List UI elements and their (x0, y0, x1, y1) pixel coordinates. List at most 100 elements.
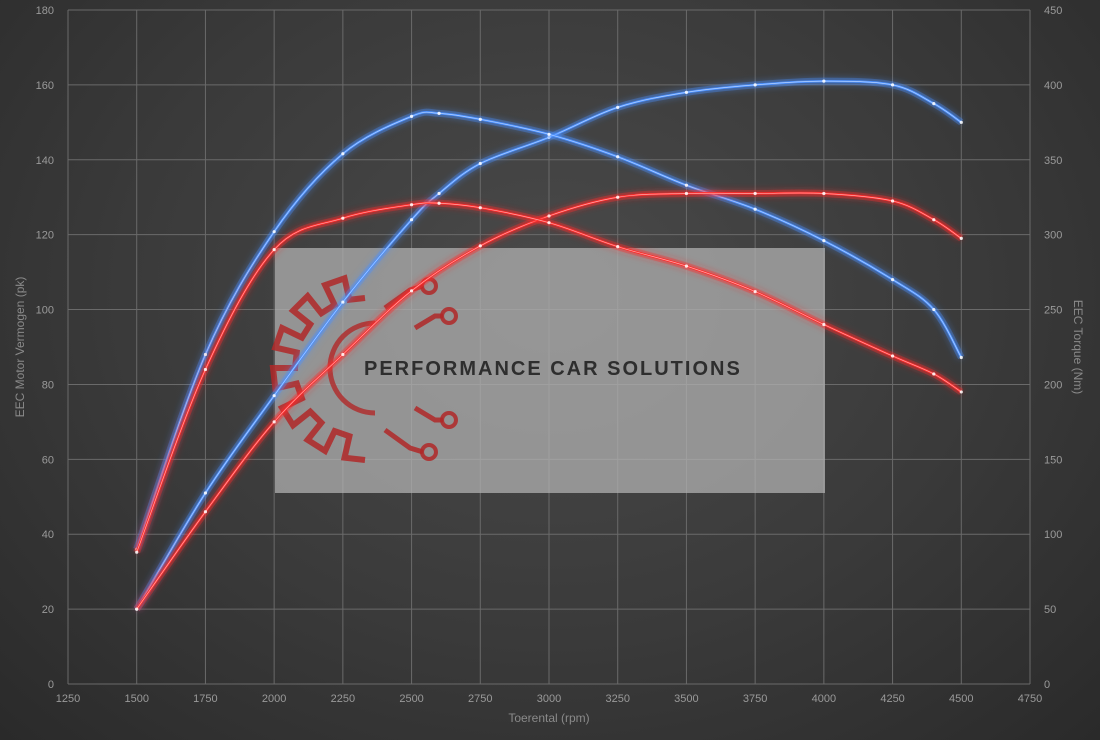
axis-ticks: 1250 1500 1750 2000 2250 2500 2750 3000 3250 3500… (36, 5, 1063, 705)
series-point (616, 105, 620, 109)
series-point (753, 83, 757, 87)
series-point (437, 201, 441, 205)
series-point (272, 230, 276, 234)
y-tick-label: 140 (36, 155, 54, 167)
series-point (341, 352, 345, 357)
y2-tick-label: 250 (1044, 305, 1062, 317)
y-tick-label: 100 (36, 305, 54, 317)
series-point (547, 221, 551, 225)
x-tick-label: 1500 (124, 693, 148, 705)
series-point (684, 191, 689, 196)
series-point (753, 191, 757, 196)
y-tick-label: 20 (42, 604, 54, 616)
y-tick-label: 0 (48, 679, 54, 691)
series-point (409, 114, 414, 118)
series-point (478, 117, 482, 121)
series-red-left (133, 189, 964, 612)
x-tick-label: 2000 (262, 693, 286, 705)
x-tick-label: 3000 (537, 693, 561, 705)
series-point (135, 550, 139, 554)
series-point (890, 278, 895, 282)
series-point (547, 132, 551, 136)
y-tick-label: 40 (42, 529, 54, 541)
series-point (341, 152, 345, 156)
series-blue-left (133, 77, 964, 611)
watermark-text: PERFORMANCE CAR SOLUTIONS (364, 358, 742, 380)
x-tick-label: 2750 (468, 693, 492, 705)
y2-tick-label: 100 (1044, 529, 1062, 541)
y-tick-label: 80 (42, 379, 54, 391)
series-point (959, 355, 963, 360)
x-tick-label: 2250 (331, 693, 355, 705)
series-point (959, 120, 963, 124)
y2-tick-label: 350 (1044, 155, 1062, 167)
series-point (341, 300, 345, 304)
watermark: PERFORMANCE CAR SOLUTIONS (269, 248, 825, 493)
series-point (203, 491, 208, 495)
series-point (547, 214, 551, 218)
y2-axis-title: EEC Torque (Nm) (1071, 300, 1085, 394)
x-tick-label: 2500 (399, 693, 423, 705)
series-point (890, 83, 895, 87)
x-tick-label: 3500 (674, 693, 698, 705)
series-point (959, 236, 963, 241)
y2-tick-label: 450 (1044, 5, 1062, 17)
series-red-right (133, 199, 964, 554)
x-tick-label: 4000 (812, 693, 836, 705)
x-axis-title: Toerental (rpm) (508, 711, 589, 725)
series-point (341, 216, 345, 220)
watermark-panel (275, 248, 825, 493)
series-point (822, 191, 826, 196)
x-tick-label: 3750 (743, 693, 767, 705)
series-point (135, 607, 139, 611)
y2-tick-label: 300 (1044, 230, 1062, 242)
series-lines (133, 77, 965, 612)
series-point (616, 195, 620, 199)
series-blue-right (133, 108, 965, 551)
series-highlight (136, 202, 962, 553)
series-point (409, 218, 414, 222)
series-point (409, 289, 414, 293)
series-point (932, 372, 936, 376)
series-point (478, 244, 482, 248)
series-point (437, 191, 441, 196)
y2-tick-label: 0 (1044, 679, 1050, 691)
series-point (822, 79, 826, 83)
y-tick-label: 180 (36, 5, 54, 17)
series-point (437, 111, 441, 115)
series-point (478, 206, 482, 210)
series-point (684, 264, 689, 268)
x-tick-label: 3250 (605, 693, 629, 705)
series-point (959, 390, 963, 394)
circuit-trace (383, 427, 424, 455)
series-point (890, 354, 895, 358)
circuit-node (440, 411, 458, 429)
series-point (684, 90, 689, 94)
y2-tick-label: 400 (1044, 80, 1062, 92)
series-highlight (136, 111, 962, 550)
gear-outline (269, 274, 366, 463)
y2-tick-label: 50 (1044, 604, 1056, 616)
series-point (616, 155, 620, 159)
series-point (616, 245, 620, 249)
x-tick-label: 4250 (880, 693, 904, 705)
y2-tick-label: 150 (1044, 454, 1062, 466)
series-point (932, 307, 936, 312)
circuit-node (420, 443, 438, 461)
x-tick-label: 4750 (1018, 693, 1042, 705)
series-point (203, 352, 208, 357)
y-tick-label: 120 (36, 230, 54, 242)
series-point (684, 183, 689, 187)
y2-tick-label: 200 (1044, 379, 1062, 391)
series-point (478, 161, 482, 166)
series-point (203, 367, 208, 372)
y-axis-title: EEC Motor Vermogen (pk) (13, 277, 27, 418)
series-point (409, 203, 414, 207)
series-point (753, 207, 757, 211)
series-point (272, 248, 276, 252)
series-point (272, 394, 276, 398)
series-point (822, 239, 826, 243)
grid (67, 9, 1031, 685)
